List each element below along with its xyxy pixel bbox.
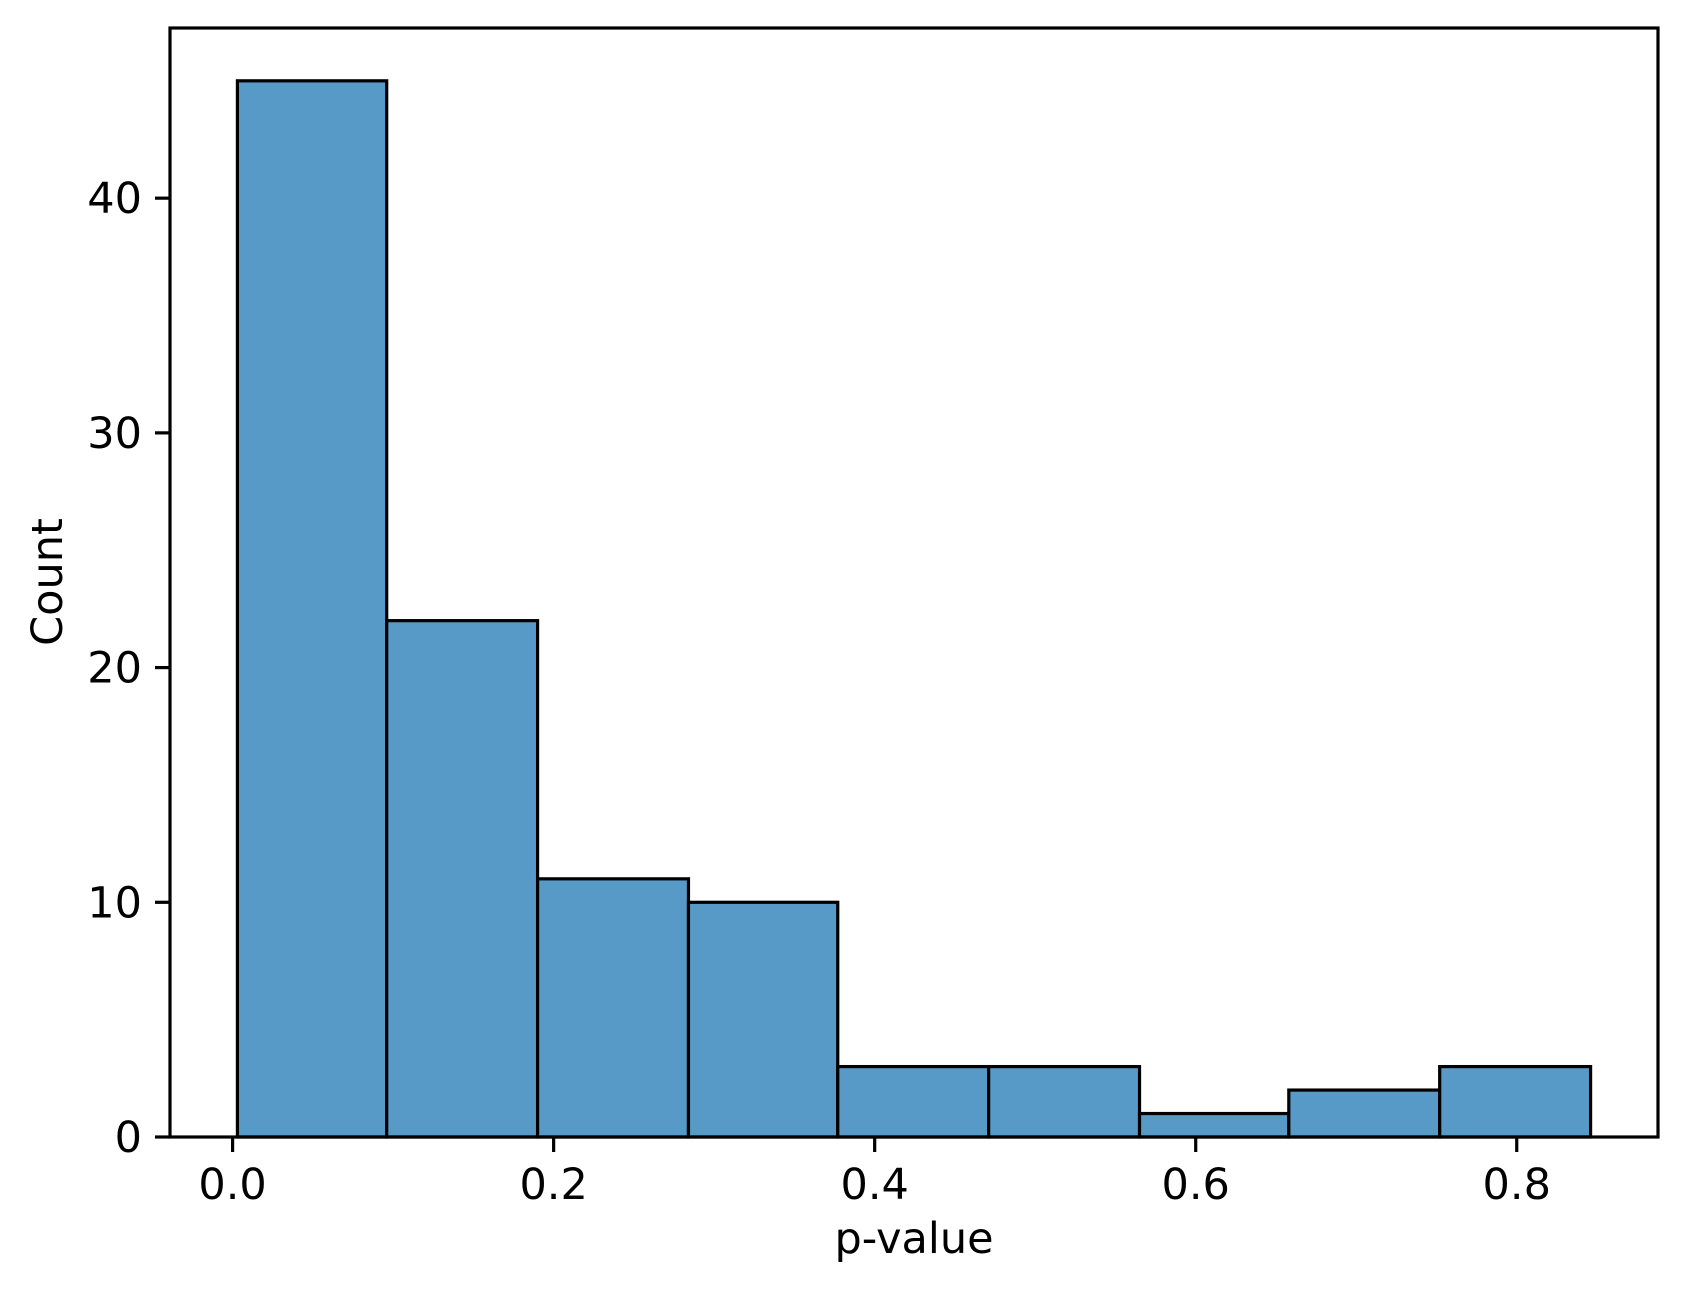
x-axis-label: p-value (834, 1214, 994, 1264)
y-tick-label: 0 (115, 1113, 142, 1163)
x-tick-label: 0.2 (519, 1160, 587, 1210)
y-tick-label: 30 (87, 409, 142, 459)
histogram-bar (1137, 1111, 1291, 1139)
histogram-bar (987, 1064, 1142, 1139)
y-tick-label: 40 (87, 174, 142, 224)
histogram-bar (385, 619, 540, 1139)
x-tick-label: 0.0 (198, 1160, 266, 1210)
x-tick-label: 0.8 (1483, 1160, 1551, 1210)
y-tick-label: 20 (87, 644, 142, 694)
histogram-bar (535, 877, 691, 1139)
y-tick-label: 10 (87, 878, 142, 928)
x-tick-label: 0.4 (840, 1160, 908, 1210)
x-tick-label: 0.6 (1162, 1160, 1230, 1210)
plot-frame (168, 26, 1660, 1139)
histogram-bar (235, 79, 389, 1139)
histogram-bar (1438, 1064, 1593, 1139)
histogram-bar (836, 1064, 991, 1139)
histogram-bar (686, 900, 840, 1139)
histogram-bar (1287, 1088, 1442, 1139)
y-axis-label: Count (23, 518, 73, 646)
